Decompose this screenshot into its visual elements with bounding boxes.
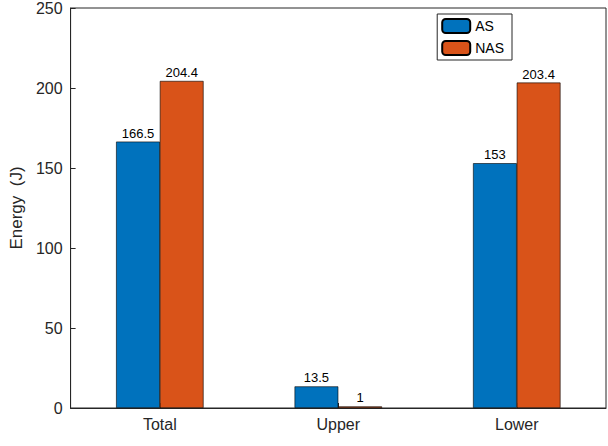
svg-text:Total: Total	[143, 416, 177, 433]
svg-text:13.5: 13.5	[304, 370, 329, 385]
svg-text:166.5: 166.5	[122, 126, 155, 141]
svg-text:250: 250	[36, 0, 63, 17]
svg-text:Upper: Upper	[317, 416, 361, 433]
svg-text:NAS: NAS	[475, 40, 504, 56]
svg-text:Lower: Lower	[495, 416, 539, 433]
svg-text:203.4: 203.4	[522, 67, 555, 82]
svg-text:204.4: 204.4	[165, 65, 198, 80]
svg-text:200: 200	[36, 80, 63, 97]
svg-text:100: 100	[36, 240, 63, 257]
svg-text:150: 150	[36, 160, 63, 177]
svg-text:0: 0	[54, 400, 63, 417]
svg-text:AS: AS	[475, 18, 494, 34]
svg-text:50: 50	[45, 320, 63, 337]
svg-text:153: 153	[484, 147, 506, 162]
svg-text:1: 1	[357, 390, 364, 405]
svg-text:Energy (J): Energy (J)	[7, 166, 26, 249]
